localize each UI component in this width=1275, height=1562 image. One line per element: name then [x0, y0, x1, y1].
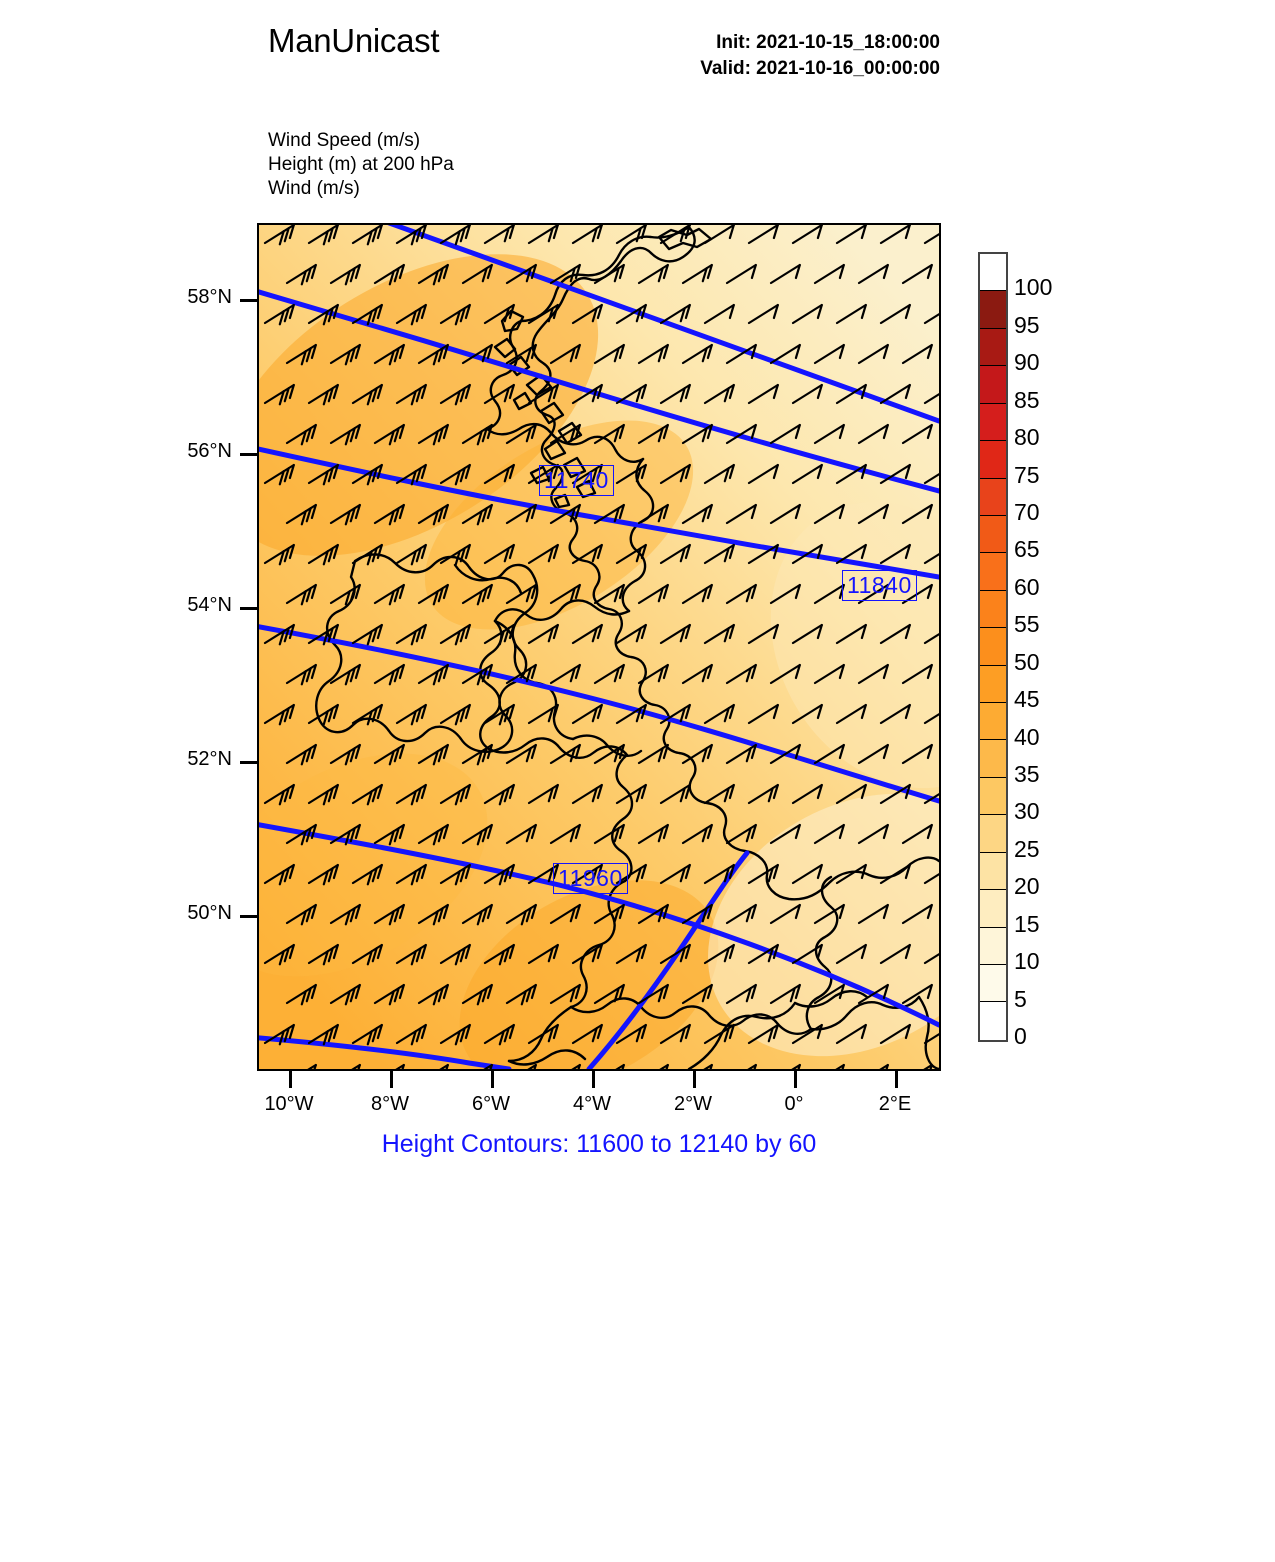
- init-time-label: Init: 2021-10-15_18:00:00: [716, 32, 940, 53]
- x-tick-mark: [390, 1071, 393, 1088]
- colorbar-tick-label: 40: [1014, 723, 1040, 750]
- height-contour-label: 11840: [842, 570, 917, 601]
- colorbar-cell: [980, 703, 1006, 741]
- height-contour-label: 11740: [539, 465, 614, 496]
- colorbar-tick-label: 70: [1014, 499, 1040, 525]
- colorbar-tick-label: 100: [1014, 274, 1053, 301]
- wind-speed-colorbar[interactable]: [978, 252, 1008, 1042]
- x-tick-label: 6°W: [472, 1093, 510, 1115]
- colorbar-tick-label: 15: [1014, 910, 1040, 937]
- colorbar-cell: [980, 852, 1006, 891]
- colorbar-cell: [980, 815, 1006, 853]
- colorbar-cell: [980, 628, 1006, 666]
- colorbar-tick-label: 75: [1014, 461, 1040, 488]
- valid-time-label: Valid: 2021-10-16_00:00:00: [700, 58, 940, 79]
- colorbar-cell: [980, 366, 1006, 404]
- colorbar-cell: [980, 590, 1006, 629]
- contour-caption: Height Contours: 11600 to 12140 by 60: [381, 1130, 817, 1158]
- field-label-wind: Wind (m/s): [268, 178, 360, 199]
- colorbar-tick-label: 50: [1014, 648, 1040, 675]
- colorbar-tick-label: 65: [1014, 536, 1040, 563]
- colorbar-tick-label: 35: [1014, 761, 1040, 787]
- app-title: ManUnicast: [268, 22, 440, 59]
- colorbar-cell: [980, 740, 1006, 778]
- x-tick-mark: [794, 1071, 797, 1088]
- colorbar-cell: [980, 254, 1006, 292]
- x-tick-mark: [289, 1071, 292, 1088]
- colorbar-tick-label: 20: [1014, 873, 1040, 900]
- colorbar-tick-label: 85: [1014, 386, 1040, 413]
- y-tick-mark: [240, 761, 257, 764]
- colorbar-tick-label: 60: [1014, 573, 1040, 600]
- x-tick-label: 8°W: [371, 1093, 409, 1115]
- x-tick-mark: [693, 1071, 696, 1088]
- colorbar-cell: [980, 1002, 1006, 1040]
- x-tick-label: 0°: [784, 1093, 804, 1115]
- colorbar-cell: [980, 890, 1006, 928]
- height-contour-label: 11960: [553, 863, 628, 894]
- colorbar-cell: [980, 478, 1006, 516]
- x-tick-label: 2°W: [674, 1093, 712, 1115]
- colorbar-cell: [980, 777, 1006, 816]
- x-tick-mark: [491, 1071, 494, 1088]
- y-tick-label: 54°N: [187, 594, 232, 616]
- map-plot-area[interactable]: [257, 223, 941, 1071]
- field-label-height: Height (m) at 200 hPa: [268, 154, 454, 175]
- colorbar-tick-label: 80: [1014, 424, 1040, 451]
- colorbar-tick-label: 10: [1014, 948, 1040, 975]
- field-label-wind-speed: Wind Speed (m/s): [268, 130, 421, 151]
- y-tick-label: 50°N: [187, 902, 232, 924]
- colorbar-tick-label: 55: [1014, 611, 1040, 638]
- y-tick-label: 58°N: [187, 286, 232, 308]
- colorbar-cell: [980, 441, 1006, 479]
- colorbar-tick-label: 45: [1014, 686, 1040, 713]
- map-canvas: [259, 225, 939, 1069]
- colorbar-cell: [980, 665, 1006, 704]
- colorbar-tick-label: 95: [1014, 311, 1040, 338]
- x-tick-label: 2°E: [878, 1093, 912, 1115]
- colorbar-tick-label: 90: [1014, 349, 1040, 376]
- x-tick-mark: [895, 1071, 898, 1088]
- colorbar-cell: [980, 291, 1006, 329]
- colorbar-cell: [980, 403, 1006, 442]
- y-tick-label: 52°N: [187, 748, 232, 770]
- height-contour-layer: [259, 225, 939, 1069]
- x-tick-label: 10°W: [264, 1093, 314, 1115]
- wind-barb-layer: [263, 225, 939, 1069]
- colorbar-cell: [980, 328, 1006, 367]
- y-tick-mark: [240, 453, 257, 456]
- colorbar-tick-label: 25: [1014, 835, 1040, 862]
- y-tick-mark: [240, 299, 257, 302]
- colorbar-cell: [980, 965, 1006, 1003]
- x-tick-mark: [592, 1071, 595, 1088]
- x-tick-label: 4°W: [573, 1093, 611, 1115]
- colorbar-cell: [980, 927, 1006, 966]
- y-tick-mark: [240, 607, 257, 610]
- y-tick-label: 56°N: [187, 440, 232, 462]
- colorbar-cell: [980, 553, 1006, 591]
- colorbar-tick-label: 0: [1014, 1023, 1027, 1049]
- colorbar-tick-label: 30: [1014, 798, 1040, 825]
- colorbar-tick-label: 5: [1014, 985, 1027, 1012]
- y-tick-mark: [240, 915, 257, 918]
- colorbar-cell: [980, 515, 1006, 554]
